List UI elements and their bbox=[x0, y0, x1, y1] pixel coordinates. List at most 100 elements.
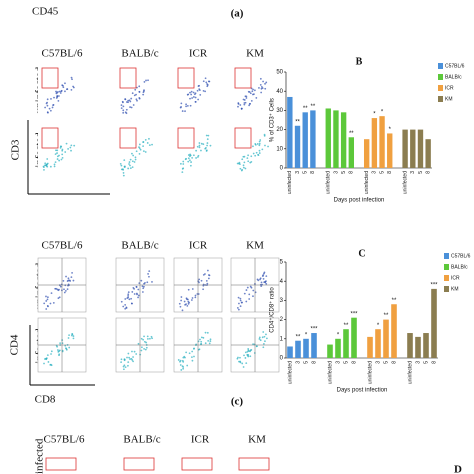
flow-dot bbox=[58, 350, 60, 353]
flow-dot bbox=[251, 90, 254, 93]
flow-dot bbox=[147, 338, 149, 340]
bar bbox=[351, 317, 357, 358]
flow-dot bbox=[187, 160, 190, 163]
flow-dot bbox=[133, 94, 136, 97]
flow-dot bbox=[50, 353, 52, 355]
flow-dot bbox=[142, 141, 145, 143]
flow-dot bbox=[209, 340, 212, 343]
gate bbox=[119, 67, 137, 89]
flow-dot bbox=[63, 288, 65, 291]
x-tick-label: 5 bbox=[343, 361, 349, 364]
flow-dot bbox=[182, 360, 185, 363]
bar bbox=[343, 329, 349, 358]
flow-dot bbox=[263, 281, 266, 284]
flow-dot bbox=[134, 156, 137, 159]
strain-label: ICR bbox=[191, 434, 210, 446]
flow-dot bbox=[133, 161, 136, 163]
flow-dot bbox=[243, 103, 246, 106]
flow-dot bbox=[56, 155, 59, 158]
legend-label: ICR bbox=[445, 85, 454, 91]
flow-dot bbox=[66, 88, 68, 91]
gate bbox=[119, 127, 137, 149]
flow-dot bbox=[150, 335, 153, 338]
flow-dot bbox=[71, 333, 74, 335]
flow-dot bbox=[180, 369, 183, 371]
x-tick-label: 5 bbox=[341, 171, 347, 174]
flow-dot bbox=[137, 296, 139, 299]
flow-dot bbox=[71, 78, 73, 81]
flow-dot bbox=[57, 349, 59, 351]
bar bbox=[335, 338, 341, 358]
flow-dot bbox=[206, 269, 209, 272]
flow-dot bbox=[249, 355, 252, 358]
flow-dot bbox=[124, 111, 127, 114]
flow-dot bbox=[236, 357, 239, 360]
flow-dot bbox=[179, 305, 182, 308]
flow-dot bbox=[259, 139, 262, 141]
flow-dot bbox=[206, 144, 208, 147]
flow-dot bbox=[143, 89, 145, 92]
flow-dot bbox=[45, 295, 47, 298]
bar bbox=[302, 112, 308, 168]
flow-dot bbox=[143, 340, 146, 343]
bar bbox=[410, 129, 416, 168]
flow-dot bbox=[189, 97, 191, 100]
flow-dot bbox=[200, 342, 203, 345]
flow-dot bbox=[249, 349, 252, 352]
flow-dot bbox=[245, 362, 248, 365]
significance-label: *** bbox=[310, 327, 318, 333]
flow-dot bbox=[148, 270, 151, 273]
bar bbox=[295, 340, 301, 358]
bar bbox=[391, 304, 397, 358]
flow-dot bbox=[195, 157, 197, 159]
flow-dot bbox=[258, 142, 261, 145]
strain-label: KM bbox=[246, 240, 264, 252]
flow-dot bbox=[204, 77, 207, 80]
y-axis-label: CD4⁺/CD8⁺ ratio bbox=[269, 287, 276, 333]
gate bbox=[234, 67, 252, 89]
x-tick-label: 3 bbox=[295, 361, 301, 364]
flow-dot bbox=[198, 348, 201, 351]
flow-dot bbox=[145, 79, 147, 82]
y-tick-label: 3 bbox=[280, 298, 284, 304]
legend-label: C57BL/6 bbox=[451, 253, 471, 259]
flow-dot bbox=[42, 165, 45, 168]
flow-dot bbox=[200, 279, 203, 282]
flow-dot bbox=[253, 89, 256, 92]
flow-dot bbox=[119, 162, 122, 165]
flow-dot bbox=[56, 94, 59, 97]
flow-dot bbox=[237, 296, 240, 299]
gate bbox=[238, 457, 270, 471]
legend-swatch bbox=[438, 85, 443, 91]
gate bbox=[123, 457, 155, 471]
flow-dot bbox=[185, 351, 188, 354]
significance-label: ** bbox=[296, 334, 301, 340]
flow-dot bbox=[122, 111, 125, 114]
strain-label: BALB/c bbox=[123, 434, 160, 446]
flow-dot bbox=[191, 350, 194, 353]
axis-marker: CD8 bbox=[35, 394, 56, 406]
flow-dot bbox=[143, 335, 145, 338]
x-tick-label: 8 bbox=[351, 361, 357, 364]
flow-dot bbox=[61, 153, 64, 156]
legend-swatch bbox=[438, 63, 443, 69]
y-tick-label: 5 bbox=[280, 260, 284, 266]
flow-dot bbox=[239, 167, 242, 170]
flow-dot bbox=[191, 157, 194, 159]
flow-dot bbox=[182, 367, 185, 370]
flow-dot bbox=[148, 144, 151, 147]
flow-dot bbox=[195, 149, 198, 152]
flow-dot bbox=[265, 283, 268, 285]
flow-dot bbox=[247, 349, 250, 352]
flow-dot bbox=[256, 278, 259, 281]
flow-dot bbox=[130, 106, 133, 109]
flow-dot bbox=[186, 364, 189, 367]
x-axis-label: Days post infection bbox=[337, 388, 388, 394]
significance-label: * bbox=[337, 332, 340, 338]
flow-dot bbox=[46, 165, 49, 168]
row-label: infected bbox=[34, 438, 46, 474]
flow-dot bbox=[188, 352, 191, 355]
flow-dot bbox=[242, 98, 245, 101]
x-tick-label: 8 bbox=[425, 171, 431, 174]
flow-dot bbox=[50, 98, 52, 100]
